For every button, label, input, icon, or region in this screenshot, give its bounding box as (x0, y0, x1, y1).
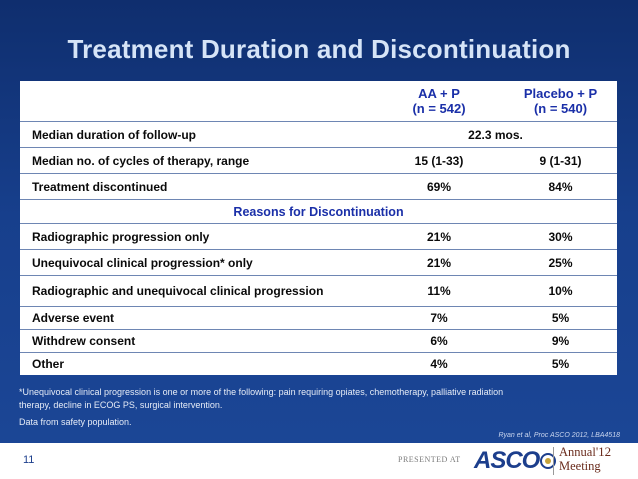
row-value-placebo-p: 84% (548, 179, 573, 194)
table-row: Adverse event 7% 5% (20, 307, 617, 330)
citation: Ryan et al, Proc ASCO 2012, LBA4518 (498, 432, 620, 439)
row-value-aa-p: 7% (430, 311, 448, 325)
meeting-label: Meeting (559, 459, 601, 473)
table-row: Median duration of follow-up 22.3 mos. (20, 122, 617, 148)
row-value-aa-p: 11% (427, 284, 451, 298)
footer-bar: 11 PRESENTED AT ASCO Annual'12 Meeting (0, 443, 638, 479)
row-label: Radiographic and unequivocal clinical pr… (32, 284, 324, 298)
row-value-aa-p: 21% (426, 229, 452, 244)
section-title: Reasons for Discontinuation (233, 204, 404, 219)
row-label: Treatment discontinued (32, 179, 168, 194)
slide-title: Treatment Duration and Discontinuation (67, 34, 571, 64)
annual-label: Annual (559, 445, 596, 459)
table-row: Withdrew consent 6% 9% (20, 330, 617, 353)
table-row: Unequivocal clinical progression* only 2… (20, 250, 617, 276)
row-value-aa-p: 4% (430, 357, 448, 371)
table-row: Median no. of cycles of therapy, range 1… (20, 148, 617, 174)
data-note: Data from safety population. (19, 417, 132, 427)
asco-emblem-icon (540, 453, 557, 469)
asco-logo: ASCO (474, 444, 557, 478)
table-header-row: AA + P (n = 542) Placebo + P (n = 540) (20, 81, 617, 122)
footnote: *Unequivocal clinical progression is one… (19, 386, 619, 412)
row-label: Median no. of cycles of therapy, range (32, 153, 250, 168)
footnote-line-2: therapy, decline in ECOG PS, surgical in… (19, 400, 223, 410)
row-value-aa-p: 69% (426, 179, 452, 194)
annual-meeting-logo: Annual'12 Meeting (559, 444, 612, 474)
table-row: Treatment discontinued 69% 84% (20, 174, 617, 200)
header-aa-p-name: AA + P (418, 86, 460, 101)
row-value-span: 22.3 mos. (468, 127, 523, 142)
header-placebo-p-n: (n = 540) (533, 101, 588, 116)
row-value-placebo-p: 10% (548, 284, 573, 298)
row-value-placebo-p: 9% (551, 334, 570, 348)
row-value-placebo-p: 5% (551, 311, 570, 325)
logo-divider (553, 447, 554, 475)
row-label: Median duration of follow-up (32, 127, 196, 142)
asco-logo-text: ASCO (474, 447, 540, 474)
header-placebo-p-name: Placebo + P (523, 86, 598, 101)
row-value-aa-p: 6% (430, 334, 448, 348)
row-value-placebo-p: 30% (548, 229, 573, 244)
row-value-placebo-p: 9 (1-31) (539, 153, 582, 168)
table-row: Radiographic progression only 21% 30% (20, 224, 617, 250)
row-value-placebo-p: 25% (548, 255, 573, 270)
header-placebo-p: Placebo + P (n = 540) (504, 81, 617, 121)
section-header-row: Reasons for Discontinuation (20, 200, 617, 224)
header-aa-p: AA + P (n = 542) (374, 81, 504, 121)
header-aa-p-n: (n = 542) (412, 101, 466, 116)
table-row: Other 4% 5% (20, 353, 617, 375)
row-label: Unequivocal clinical progression* only (32, 255, 253, 270)
row-label: Adverse event (32, 311, 115, 325)
page-number: 11 (23, 454, 35, 466)
presented-at-label: PRESENTED AT (398, 455, 461, 464)
row-label: Other (32, 357, 65, 371)
footnote-line-1: *Unequivocal clinical progression is one… (19, 387, 504, 397)
row-value-aa-p: 21% (426, 255, 452, 270)
row-label: Withdrew consent (32, 334, 136, 348)
row-value-aa-p: 15 (1-33) (414, 153, 464, 168)
discontinuation-table: AA + P (n = 542) Placebo + P (n = 540) M… (20, 81, 617, 375)
table-row: Radiographic and unequivocal clinical pr… (20, 276, 617, 307)
meeting-year: '12 (595, 444, 612, 459)
row-label: Radiographic progression only (32, 229, 210, 244)
row-value-placebo-p: 5% (551, 357, 570, 371)
